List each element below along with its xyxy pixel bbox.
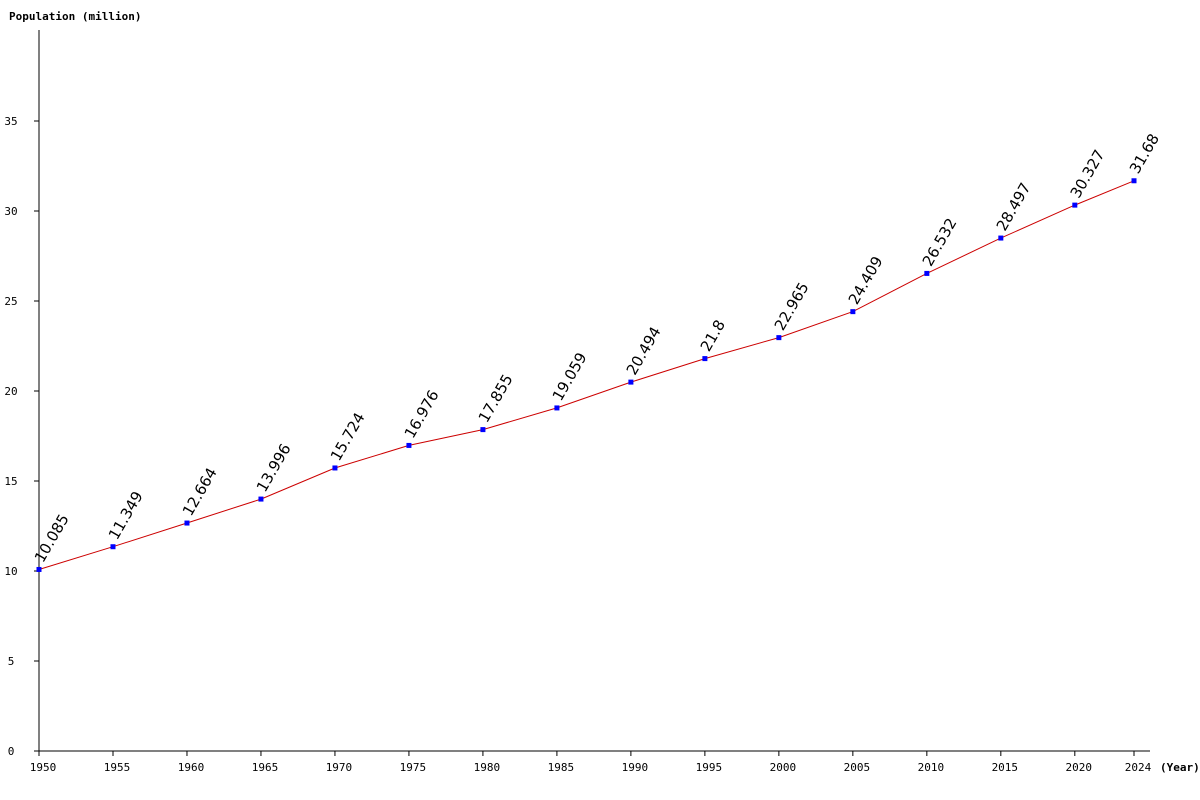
x-tick-label: 1970	[326, 761, 353, 774]
y-tick-label: 20	[4, 385, 17, 398]
data-label: 30.327	[1067, 147, 1109, 201]
y-tick-label: 25	[4, 295, 17, 308]
data-point	[702, 356, 708, 362]
y-tick-label: 5	[8, 655, 15, 668]
data-point	[776, 335, 782, 341]
population-line	[38, 180, 1135, 570]
data-point	[554, 405, 560, 411]
data-labels: 10.085 11.349 12.664 13.996 15.724 16.976 17.8…	[31, 131, 1163, 566]
data-label: 31.68	[1126, 131, 1163, 177]
data-point	[628, 379, 634, 385]
data-point	[184, 520, 190, 526]
data-markers	[36, 178, 1137, 572]
x-tick-label: 1995	[696, 761, 723, 774]
x-tick-label: 1950	[30, 761, 57, 774]
x-tick-label: 2015	[992, 761, 1019, 774]
data-point	[924, 270, 930, 276]
x-tick-label: 1955	[104, 761, 131, 774]
data-label: 12.664	[179, 465, 221, 519]
x-tick-label: 2005	[844, 761, 871, 774]
x-tick-label: 1965	[252, 761, 279, 774]
y-axis-title: Population (million)	[9, 10, 141, 23]
data-point	[998, 235, 1004, 241]
data-point	[332, 465, 338, 471]
x-tick-label: 1960	[178, 761, 205, 774]
y-ticks: 0 5 10 15 20 25 30 35	[4, 115, 39, 758]
data-label: 26.532	[919, 215, 961, 269]
x-tick-label: 2020	[1066, 761, 1093, 774]
x-axis-title: (Year)	[1160, 761, 1200, 774]
data-point	[480, 427, 486, 433]
data-label: 17.855	[475, 371, 517, 425]
data-point	[1131, 178, 1137, 184]
x-tick-label: 2024	[1125, 761, 1152, 774]
y-tick-label: 10	[4, 565, 17, 578]
data-label: 21.8	[697, 317, 729, 355]
data-label: 11.349	[105, 488, 147, 542]
x-ticks: 1950 1955 1960 1965 1970 1975 1980 1985 1990 1995…	[30, 751, 1152, 774]
x-tick-label: 1975	[400, 761, 427, 774]
data-label: 20.494	[623, 324, 665, 378]
data-point	[258, 496, 264, 502]
y-tick-label: 15	[4, 475, 17, 488]
data-label: 24.409	[845, 253, 887, 307]
data-point	[406, 442, 412, 448]
data-label: 15.724	[327, 410, 369, 464]
data-label: 16.976	[401, 387, 443, 441]
x-tick-label: 2010	[918, 761, 945, 774]
data-point	[110, 544, 116, 550]
y-tick-label: 35	[4, 115, 17, 128]
x-tick-label: 1980	[474, 761, 501, 774]
data-point	[36, 566, 42, 572]
x-tick-label: 2000	[770, 761, 797, 774]
data-label: 19.059	[549, 349, 591, 403]
data-point	[850, 309, 856, 315]
y-tick-label: 0	[8, 745, 15, 758]
data-label: 10.085	[31, 511, 73, 565]
data-label: 13.996	[253, 441, 295, 495]
data-label: 22.965	[771, 279, 813, 333]
x-tick-label: 1985	[548, 761, 575, 774]
data-point	[1072, 202, 1078, 208]
y-tick-label: 30	[4, 205, 17, 218]
x-tick-label: 1990	[622, 761, 649, 774]
